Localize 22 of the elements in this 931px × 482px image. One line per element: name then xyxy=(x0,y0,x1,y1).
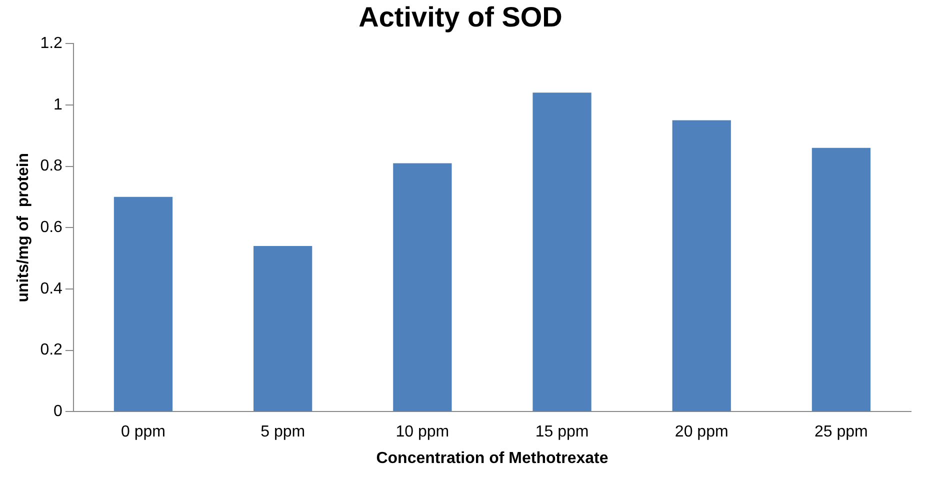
chart-title: Activity of SOD xyxy=(358,2,562,33)
x-tick-label: 15 ppm xyxy=(535,424,589,441)
bar xyxy=(672,120,731,412)
y-tick-label: 1.2 xyxy=(40,35,63,52)
y-tick-label: 0.6 xyxy=(40,219,63,236)
y-tick-label: 0 xyxy=(54,403,63,420)
x-tick-label: 10 ppm xyxy=(396,424,450,441)
x-tick-label: 20 ppm xyxy=(674,424,728,441)
y-tick-label: 0.8 xyxy=(40,158,63,175)
x-axis-title: Concentration of Methotrexate xyxy=(376,450,608,467)
x-tick-label: 5 ppm xyxy=(260,424,306,441)
x-tick-label: 25 ppm xyxy=(814,424,868,441)
bar xyxy=(393,163,452,412)
bar xyxy=(114,196,173,412)
y-axis-title: units/mg of protein xyxy=(15,152,32,302)
y-tick-label: 0.2 xyxy=(40,342,63,359)
y-tick-label: 0.4 xyxy=(40,280,63,298)
bar xyxy=(532,92,592,412)
bar xyxy=(812,148,871,412)
y-tick-label: 1 xyxy=(54,96,63,114)
x-tick-label: 0 ppm xyxy=(121,424,166,441)
bar xyxy=(254,246,312,412)
